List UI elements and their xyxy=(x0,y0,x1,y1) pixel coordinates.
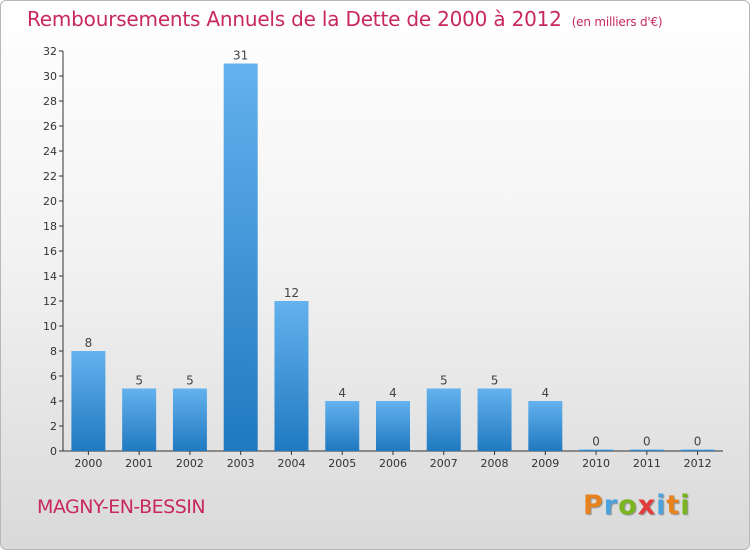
y-tick-label: 16 xyxy=(43,245,57,258)
data-label-2001: 5 xyxy=(135,374,143,388)
data-label-2002: 5 xyxy=(186,374,194,388)
data-label-2008: 5 xyxy=(491,374,499,388)
bar-2006 xyxy=(376,401,410,451)
bar-2008 xyxy=(477,388,512,451)
x-tick-label: 2006 xyxy=(379,457,407,470)
bar-2009 xyxy=(528,401,563,451)
data-label-2005: 4 xyxy=(338,386,346,400)
bar-2005 xyxy=(325,401,360,451)
y-tick-label: 4 xyxy=(50,395,57,408)
data-label-2006: 4 xyxy=(389,386,397,400)
x-tick-label: 2007 xyxy=(430,457,458,470)
x-tick-label: 2011 xyxy=(633,457,661,470)
logo-letter: r xyxy=(603,490,619,521)
y-tick-label: 26 xyxy=(43,120,57,133)
y-tick-label: 6 xyxy=(50,370,57,383)
data-label-2003: 31 xyxy=(233,49,248,63)
logo-letter: x xyxy=(637,490,657,521)
y-tick-label: 22 xyxy=(43,170,57,183)
data-label-2011: 0 xyxy=(643,435,651,449)
x-tick-label: 2005 xyxy=(328,457,356,470)
x-tick-label: 2000 xyxy=(74,457,102,470)
x-tick-label: 2008 xyxy=(481,457,509,470)
x-axis: 2000 2001 2002 2003 2004 2005 2006 2007 2008 2009… xyxy=(63,450,723,470)
y-tick-label: 8 xyxy=(50,345,57,358)
y-tick-label: 18 xyxy=(43,220,57,233)
commune-name: MAGNY-EN-BESSIN xyxy=(37,496,206,518)
y-tick-label: 30 xyxy=(43,70,57,83)
y-tick-label: 0 xyxy=(50,445,57,458)
bar-2011 xyxy=(629,449,664,451)
bar-2004 xyxy=(274,301,309,451)
y-tick-label: 28 xyxy=(43,95,57,108)
data-label-2012: 0 xyxy=(694,435,702,449)
bar-2002 xyxy=(172,388,207,451)
x-tick-label: 2002 xyxy=(176,457,204,470)
logo-letter: t xyxy=(666,490,681,521)
bars-group: 8 5 5 31 12 4 4 5 5 4 0 0 0 xyxy=(71,49,715,451)
logo-letter: i xyxy=(656,490,667,521)
logo-letter: i xyxy=(680,490,691,521)
chart-title: Remboursements Annuels de la Dette de 20… xyxy=(27,7,663,31)
x-tick-label: 2010 xyxy=(582,457,610,470)
y-tick-label: 12 xyxy=(43,295,57,308)
bar-2007 xyxy=(426,388,461,451)
y-tick-label: 14 xyxy=(43,270,57,283)
y-tick-label: 32 xyxy=(43,45,57,58)
data-label-2004: 12 xyxy=(284,286,299,300)
y-tick-label: 2 xyxy=(50,420,57,433)
bar-2000 xyxy=(71,351,106,451)
bar-2001 xyxy=(122,388,157,451)
proxiti-logo: Proxiti xyxy=(583,490,691,521)
bar-2003 xyxy=(223,63,258,451)
x-tick-label: 2009 xyxy=(531,457,559,470)
bar-2010 xyxy=(579,449,614,451)
data-label-2010: 0 xyxy=(592,435,600,449)
logo-letter: P xyxy=(583,490,604,521)
x-tick-label: 2012 xyxy=(684,457,712,470)
data-label-2000: 8 xyxy=(85,336,93,350)
bar-2012 xyxy=(680,449,715,451)
data-label-2009: 4 xyxy=(541,386,549,400)
y-tick-label: 10 xyxy=(43,320,57,333)
y-tick-label: 20 xyxy=(43,195,57,208)
x-tick-label: 2001 xyxy=(125,457,153,470)
y-tick-label: 24 xyxy=(43,145,57,158)
chart-title-text: Remboursements Annuels de la Dette de 20… xyxy=(27,7,562,31)
chart-subtitle: (en milliers d'€) xyxy=(571,15,663,29)
data-label-2007: 5 xyxy=(440,374,448,388)
x-tick-label: 2003 xyxy=(227,457,255,470)
logo-letter: o xyxy=(618,490,638,521)
x-tick-label: 2004 xyxy=(277,457,305,470)
